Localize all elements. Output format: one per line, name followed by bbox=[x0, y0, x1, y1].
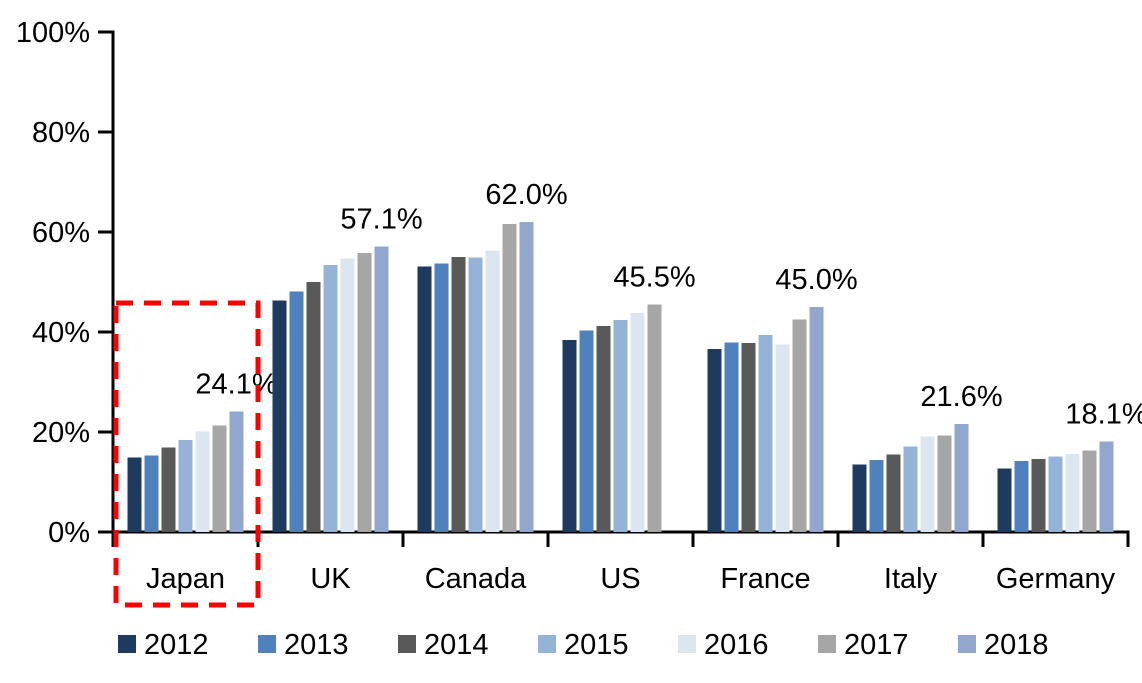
bar-germany-2016 bbox=[1065, 454, 1080, 532]
category-label-japan: Japan bbox=[146, 563, 225, 595]
bar-uk-2018 bbox=[374, 246, 389, 532]
legend-swatch-2013 bbox=[258, 635, 276, 653]
bar-us-2017 bbox=[647, 304, 662, 532]
bar-canada-2018 bbox=[519, 222, 534, 532]
bar-france-2016 bbox=[775, 344, 790, 532]
bar-uk-2015 bbox=[323, 265, 338, 532]
legend-label-2014: 2014 bbox=[424, 629, 489, 661]
bar-uk-2017 bbox=[357, 253, 372, 532]
bar-france-2013 bbox=[724, 342, 739, 532]
legend-swatch-2015 bbox=[538, 635, 556, 653]
y-tick-label: 100% bbox=[16, 17, 90, 49]
bar-germany-2012 bbox=[997, 468, 1012, 532]
bar-france-2012 bbox=[707, 349, 722, 532]
bar-italy-2012 bbox=[852, 464, 867, 532]
legend-swatch-2016 bbox=[678, 635, 696, 653]
data-label-uk: 57.1% bbox=[340, 204, 422, 236]
bar-italy-2017 bbox=[937, 435, 952, 532]
bar-japan-2014 bbox=[161, 447, 176, 532]
legend-swatch-2018 bbox=[958, 635, 976, 653]
bar-france-2015 bbox=[758, 335, 773, 532]
legend-label-2015: 2015 bbox=[564, 629, 629, 661]
bar-germany-2014 bbox=[1031, 459, 1046, 532]
bar-uk-2016 bbox=[340, 258, 355, 532]
bar-canada-2013 bbox=[434, 263, 449, 532]
bar-canada-2015 bbox=[468, 257, 483, 532]
bar-us-2016 bbox=[630, 313, 645, 532]
data-label-us: 45.5% bbox=[613, 262, 695, 294]
bar-germany-2018 bbox=[1099, 441, 1114, 532]
bar-italy-2013 bbox=[869, 460, 884, 532]
bar-canada-2012 bbox=[417, 266, 432, 532]
legend-label-2016: 2016 bbox=[704, 629, 769, 661]
bar-canada-2014 bbox=[451, 257, 466, 532]
bar-japan-2017 bbox=[212, 425, 227, 532]
bar-japan-2016 bbox=[195, 431, 210, 532]
bar-france-2017 bbox=[792, 319, 807, 532]
data-label-italy: 21.6% bbox=[920, 381, 1002, 413]
bar-france-2018 bbox=[809, 307, 824, 532]
legend-label-2017: 2017 bbox=[844, 629, 909, 661]
bar-uk-2013 bbox=[289, 291, 304, 532]
bar-uk-2012 bbox=[272, 300, 287, 532]
category-label-canada: Canada bbox=[425, 563, 527, 595]
bar-france-2014 bbox=[741, 343, 756, 532]
y-tick-label: 80% bbox=[32, 117, 90, 149]
legend-label-2018: 2018 bbox=[984, 629, 1049, 661]
category-label-us: US bbox=[600, 563, 640, 595]
data-label-japan: 24.1% bbox=[195, 369, 277, 401]
bar-uk-2014 bbox=[306, 282, 321, 532]
category-label-france: France bbox=[720, 563, 810, 595]
category-label-uk: UK bbox=[310, 563, 351, 595]
category-label-germany: Germany bbox=[996, 563, 1116, 595]
bar-italy-2014 bbox=[886, 454, 901, 532]
legend-swatch-2014 bbox=[398, 635, 416, 653]
legend-label-2013: 2013 bbox=[284, 629, 349, 661]
bar-us-2012 bbox=[562, 340, 577, 532]
legend-swatch-2017 bbox=[818, 635, 836, 653]
bar-japan-2015 bbox=[178, 440, 193, 532]
y-tick-label: 40% bbox=[32, 317, 90, 349]
y-tick-label: 60% bbox=[32, 217, 90, 249]
bar-germany-2015 bbox=[1048, 456, 1063, 532]
data-label-canada: 62.0% bbox=[485, 179, 567, 211]
bar-us-2013 bbox=[579, 330, 594, 532]
bar-italy-2015 bbox=[903, 446, 918, 532]
bar-canada-2017 bbox=[502, 224, 517, 532]
bar-canada-2016 bbox=[485, 250, 500, 532]
category-label-italy: Italy bbox=[884, 563, 938, 595]
y-tick-label: 20% bbox=[32, 417, 90, 449]
legend-swatch-2012 bbox=[118, 635, 136, 653]
bar-japan-2012 bbox=[127, 457, 142, 532]
bar-japan-2018 bbox=[229, 411, 244, 532]
bar-italy-2016 bbox=[920, 436, 935, 532]
data-label-germany: 18.1% bbox=[1065, 399, 1142, 431]
bar-germany-2017 bbox=[1082, 450, 1097, 532]
bar-italy-2018 bbox=[954, 424, 969, 532]
legend-label-2012: 2012 bbox=[144, 629, 209, 661]
bar-us-2015 bbox=[613, 320, 628, 532]
bar-japan-2013 bbox=[144, 455, 159, 532]
highlight-box-japan bbox=[113, 300, 261, 608]
bar-us-2014 bbox=[596, 326, 611, 532]
data-label-france: 45.0% bbox=[775, 264, 857, 296]
bar-germany-2013 bbox=[1014, 461, 1029, 532]
y-tick-label: 0% bbox=[48, 517, 90, 549]
